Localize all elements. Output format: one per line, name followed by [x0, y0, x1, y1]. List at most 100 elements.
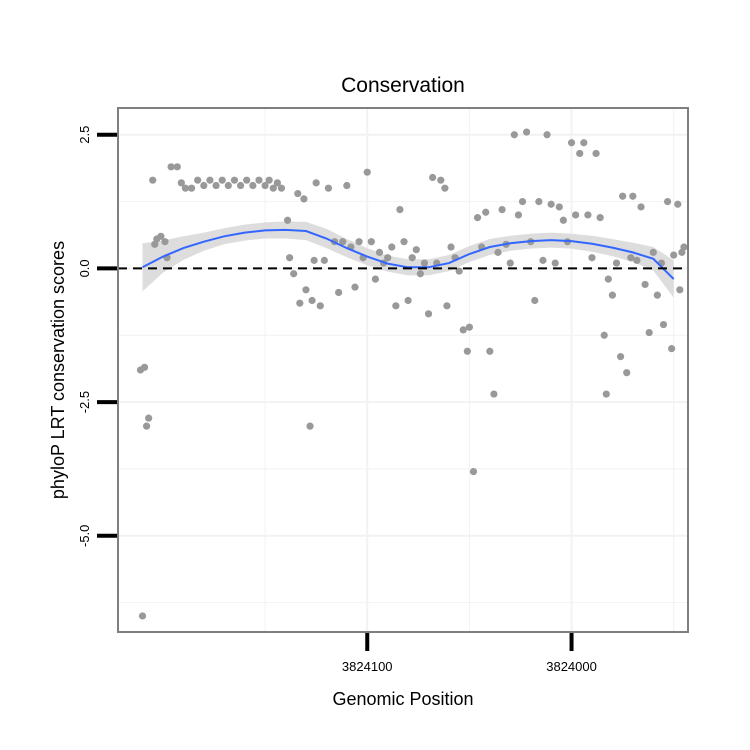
data-point: [269, 184, 277, 192]
data-point: [580, 139, 588, 147]
data-point: [312, 179, 320, 187]
grid-lines: [118, 108, 688, 632]
data-point: [296, 299, 304, 307]
data-point: [531, 296, 539, 305]
data-point: [619, 192, 627, 200]
data-point: [187, 184, 196, 192]
data-point: [486, 347, 494, 355]
data-point: [676, 286, 684, 294]
data-point: [320, 256, 328, 264]
chart-title: Conservation: [341, 74, 465, 97]
data-point: [200, 181, 208, 190]
data-point: [600, 331, 608, 339]
data-point: [404, 296, 412, 305]
data-point: [551, 259, 559, 267]
data-point: [420, 259, 429, 267]
data-point: [465, 323, 473, 331]
data-point: [424, 310, 433, 318]
data-point: [161, 238, 169, 246]
data-point: [555, 203, 563, 211]
data-point: [455, 267, 463, 275]
data-point: [612, 259, 621, 267]
data-point: [680, 243, 688, 251]
data-point: [567, 139, 576, 147]
data-point: [572, 211, 580, 219]
data-point: [206, 176, 214, 184]
data-point: [343, 181, 351, 190]
data-point: [392, 302, 400, 310]
data-point: [592, 149, 600, 158]
data-point: [539, 256, 547, 264]
panel-border: [117, 107, 689, 633]
data-point: [494, 248, 502, 256]
data-point: [437, 176, 445, 184]
data-point: [145, 414, 153, 422]
data-point: [514, 211, 523, 219]
data-point: [308, 296, 316, 305]
data-point: [255, 176, 263, 184]
y-tick-label: 0.0: [77, 259, 92, 277]
data-point: [177, 179, 185, 187]
data-point: [218, 176, 226, 184]
data-point: [290, 270, 298, 278]
data-point: [157, 232, 165, 240]
data-point: [375, 248, 384, 256]
data-point: [249, 181, 257, 190]
data-point: [194, 176, 202, 184]
data-point: [286, 254, 294, 262]
data-point: [463, 347, 471, 355]
data-point: [367, 238, 375, 246]
data-point: [616, 353, 625, 361]
data-point: [306, 422, 314, 430]
data-point: [604, 275, 612, 283]
data-point: [629, 192, 637, 200]
data-point: [408, 254, 416, 262]
data-point: [641, 280, 649, 289]
data-point: [273, 179, 281, 187]
data-point: [310, 256, 318, 264]
data-point: [371, 275, 380, 283]
y-tick-label: -2.5: [77, 391, 92, 413]
data-point: [396, 205, 404, 214]
data-point: [388, 243, 396, 251]
data-point: [294, 189, 302, 198]
data-point: [316, 302, 324, 310]
data-point: [441, 184, 449, 192]
data-point: [384, 254, 392, 262]
smooth-curve-layer: [142, 228, 675, 280]
data-points: [136, 128, 688, 620]
data-point: [596, 214, 604, 222]
data-point: [518, 197, 527, 206]
data-point: [277, 184, 286, 192]
data-point: [473, 214, 482, 222]
data-point: [637, 203, 645, 211]
data-point: [140, 363, 149, 371]
data-point: [547, 200, 555, 208]
data-point: [265, 176, 273, 184]
data-point: [355, 238, 363, 246]
x-axis-label: Genomic Position: [332, 689, 473, 709]
y-tick-label: 2.5: [77, 126, 92, 144]
data-point: [429, 173, 437, 182]
data-point: [543, 131, 551, 139]
data-point: [167, 163, 175, 171]
plot-panel: [118, 108, 688, 632]
y-axis-label: phyloP LRT conservation scores: [48, 241, 68, 499]
data-point: [143, 422, 151, 430]
data-point: [510, 131, 518, 139]
data-point: [506, 259, 514, 267]
data-point: [663, 197, 672, 206]
data-point: [138, 612, 147, 620]
data-point: [212, 181, 220, 190]
data-point: [653, 291, 661, 299]
y-axis-ticks: 2.5 0.0 -2.5 -5.0: [77, 126, 117, 547]
data-point: [523, 128, 531, 136]
data-point: [443, 302, 451, 310]
data-point: [608, 291, 617, 299]
data-point: [400, 238, 408, 246]
data-point: [261, 181, 269, 190]
data-point: [584, 211, 592, 219]
data-point: [576, 149, 584, 158]
data-point: [602, 390, 610, 398]
